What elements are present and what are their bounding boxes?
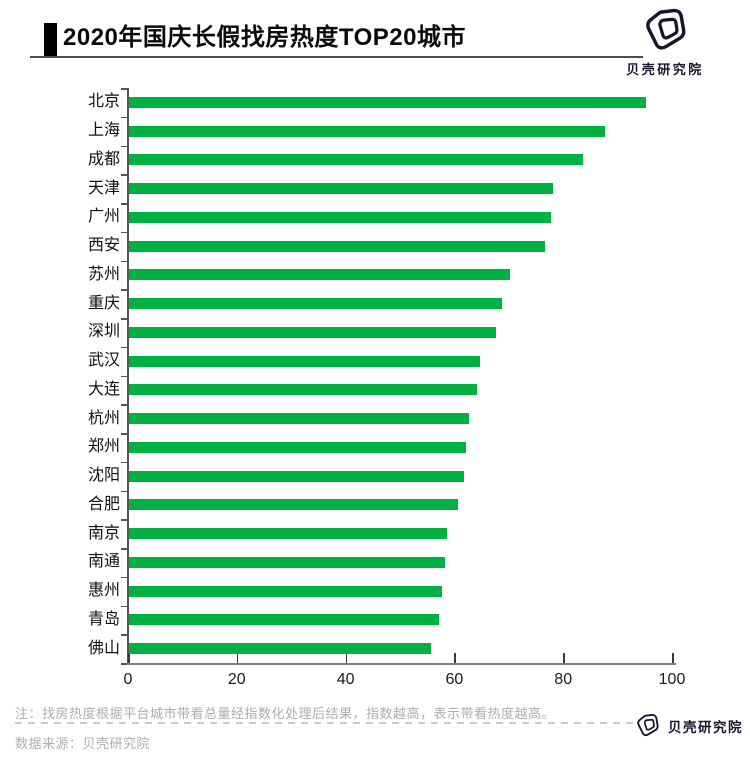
y-axis-tick <box>121 88 127 90</box>
y-axis-tick <box>121 634 127 636</box>
category-label: 青岛 <box>87 610 120 628</box>
bar-6 <box>129 240 546 252</box>
category-label: 天津 <box>87 179 120 197</box>
x-axis-tick <box>345 653 348 663</box>
category-label: 惠州 <box>87 582 120 600</box>
category-label: 郑州 <box>87 438 120 456</box>
y-axis-tick <box>121 289 127 291</box>
bar-12 <box>129 413 469 425</box>
category-label: 重庆 <box>87 294 120 312</box>
y-axis-tick <box>121 260 127 262</box>
y-axis-tick <box>121 231 127 234</box>
category-label: 合肥 <box>87 495 120 513</box>
x-axis-tick <box>454 653 456 663</box>
bar-17 <box>129 556 445 568</box>
bar-8 <box>129 298 502 310</box>
category-label: 杭州 <box>87 409 120 427</box>
header-divider <box>30 56 643 58</box>
data-source: 数据来源：贝壳研究院 <box>15 736 151 751</box>
bar-7 <box>129 269 510 281</box>
category-label: 深圳 <box>87 323 120 341</box>
y-axis-tick <box>121 433 127 435</box>
y-axis-tick <box>121 519 127 521</box>
y-axis-tick <box>121 346 127 349</box>
x-tick-label: 80 <box>554 671 573 688</box>
y-axis-tick <box>121 203 127 205</box>
y-axis-tick <box>121 663 127 665</box>
brand-logo-top: 贝壳研究院 <box>620 7 710 78</box>
bar-20 <box>129 643 431 655</box>
category-label: 广州 <box>87 208 120 226</box>
y-axis-tick <box>121 490 127 492</box>
bar-16 <box>129 528 448 540</box>
brand-logo-text-small: 贝壳研究院 <box>668 719 743 735</box>
category-label: 上海 <box>87 122 120 140</box>
y-axis-tick <box>121 404 127 406</box>
x-axis-tick <box>672 653 674 663</box>
title-marker <box>44 23 57 57</box>
page-title: 2020年国庆长假找房热度TOP20城市 <box>63 24 466 51</box>
bar-1 <box>129 96 646 108</box>
category-label: 苏州 <box>87 265 120 283</box>
category-label: 南京 <box>87 524 120 542</box>
x-axis-line <box>127 663 676 665</box>
y-axis-tick <box>121 548 127 550</box>
category-label: 武汉 <box>87 352 120 370</box>
beike-shell-icon <box>646 8 686 50</box>
x-axis-tick <box>563 653 565 663</box>
y-axis-tick <box>121 461 127 464</box>
footer-divider <box>15 722 633 724</box>
bar-19 <box>129 614 440 626</box>
bar-9 <box>129 326 497 338</box>
category-label: 佛山 <box>87 639 120 657</box>
brand-logo-bottom: 贝壳研究院 <box>635 713 743 738</box>
bar-5 <box>129 211 551 223</box>
y-axis-tick <box>121 576 127 579</box>
y-axis-tick <box>121 145 127 147</box>
bar-3 <box>129 154 584 166</box>
bar-14 <box>129 470 464 482</box>
x-axis-tick <box>128 653 130 663</box>
y-axis-tick <box>121 605 127 607</box>
y-axis-line <box>127 88 129 663</box>
y-axis-tick <box>121 318 127 320</box>
x-tick-label: 100 <box>658 671 686 688</box>
bar-11 <box>129 384 478 396</box>
x-axis-tick <box>236 653 239 663</box>
category-label: 南通 <box>87 553 120 571</box>
bar-18 <box>129 585 442 597</box>
category-label: 沈阳 <box>87 467 120 485</box>
x-tick-label: 20 <box>227 671 246 688</box>
x-tick-label: 60 <box>445 671 464 688</box>
category-label: 大连 <box>87 380 120 398</box>
bar-2 <box>129 125 605 137</box>
category-label: 成都 <box>87 150 120 168</box>
beike-shell-icon-small <box>637 714 659 737</box>
bar-10 <box>129 355 480 367</box>
bar-13 <box>129 441 467 453</box>
x-tick-label: 0 <box>123 671 133 688</box>
chart-note: 注：找房热度根据平台城市带看总量经指数化处理后结果，指数越高，表示带看热度越高。 <box>15 706 556 721</box>
bar-4 <box>129 183 554 195</box>
category-label: 西安 <box>87 237 120 255</box>
y-axis-tick <box>121 375 127 377</box>
category-label: 北京 <box>87 93 120 111</box>
x-tick-label: 40 <box>336 671 355 688</box>
y-axis-tick <box>121 174 127 176</box>
y-axis-tick <box>121 116 127 119</box>
brand-logo-text: 贝壳研究院 <box>626 62 704 77</box>
bar-15 <box>129 499 459 511</box>
